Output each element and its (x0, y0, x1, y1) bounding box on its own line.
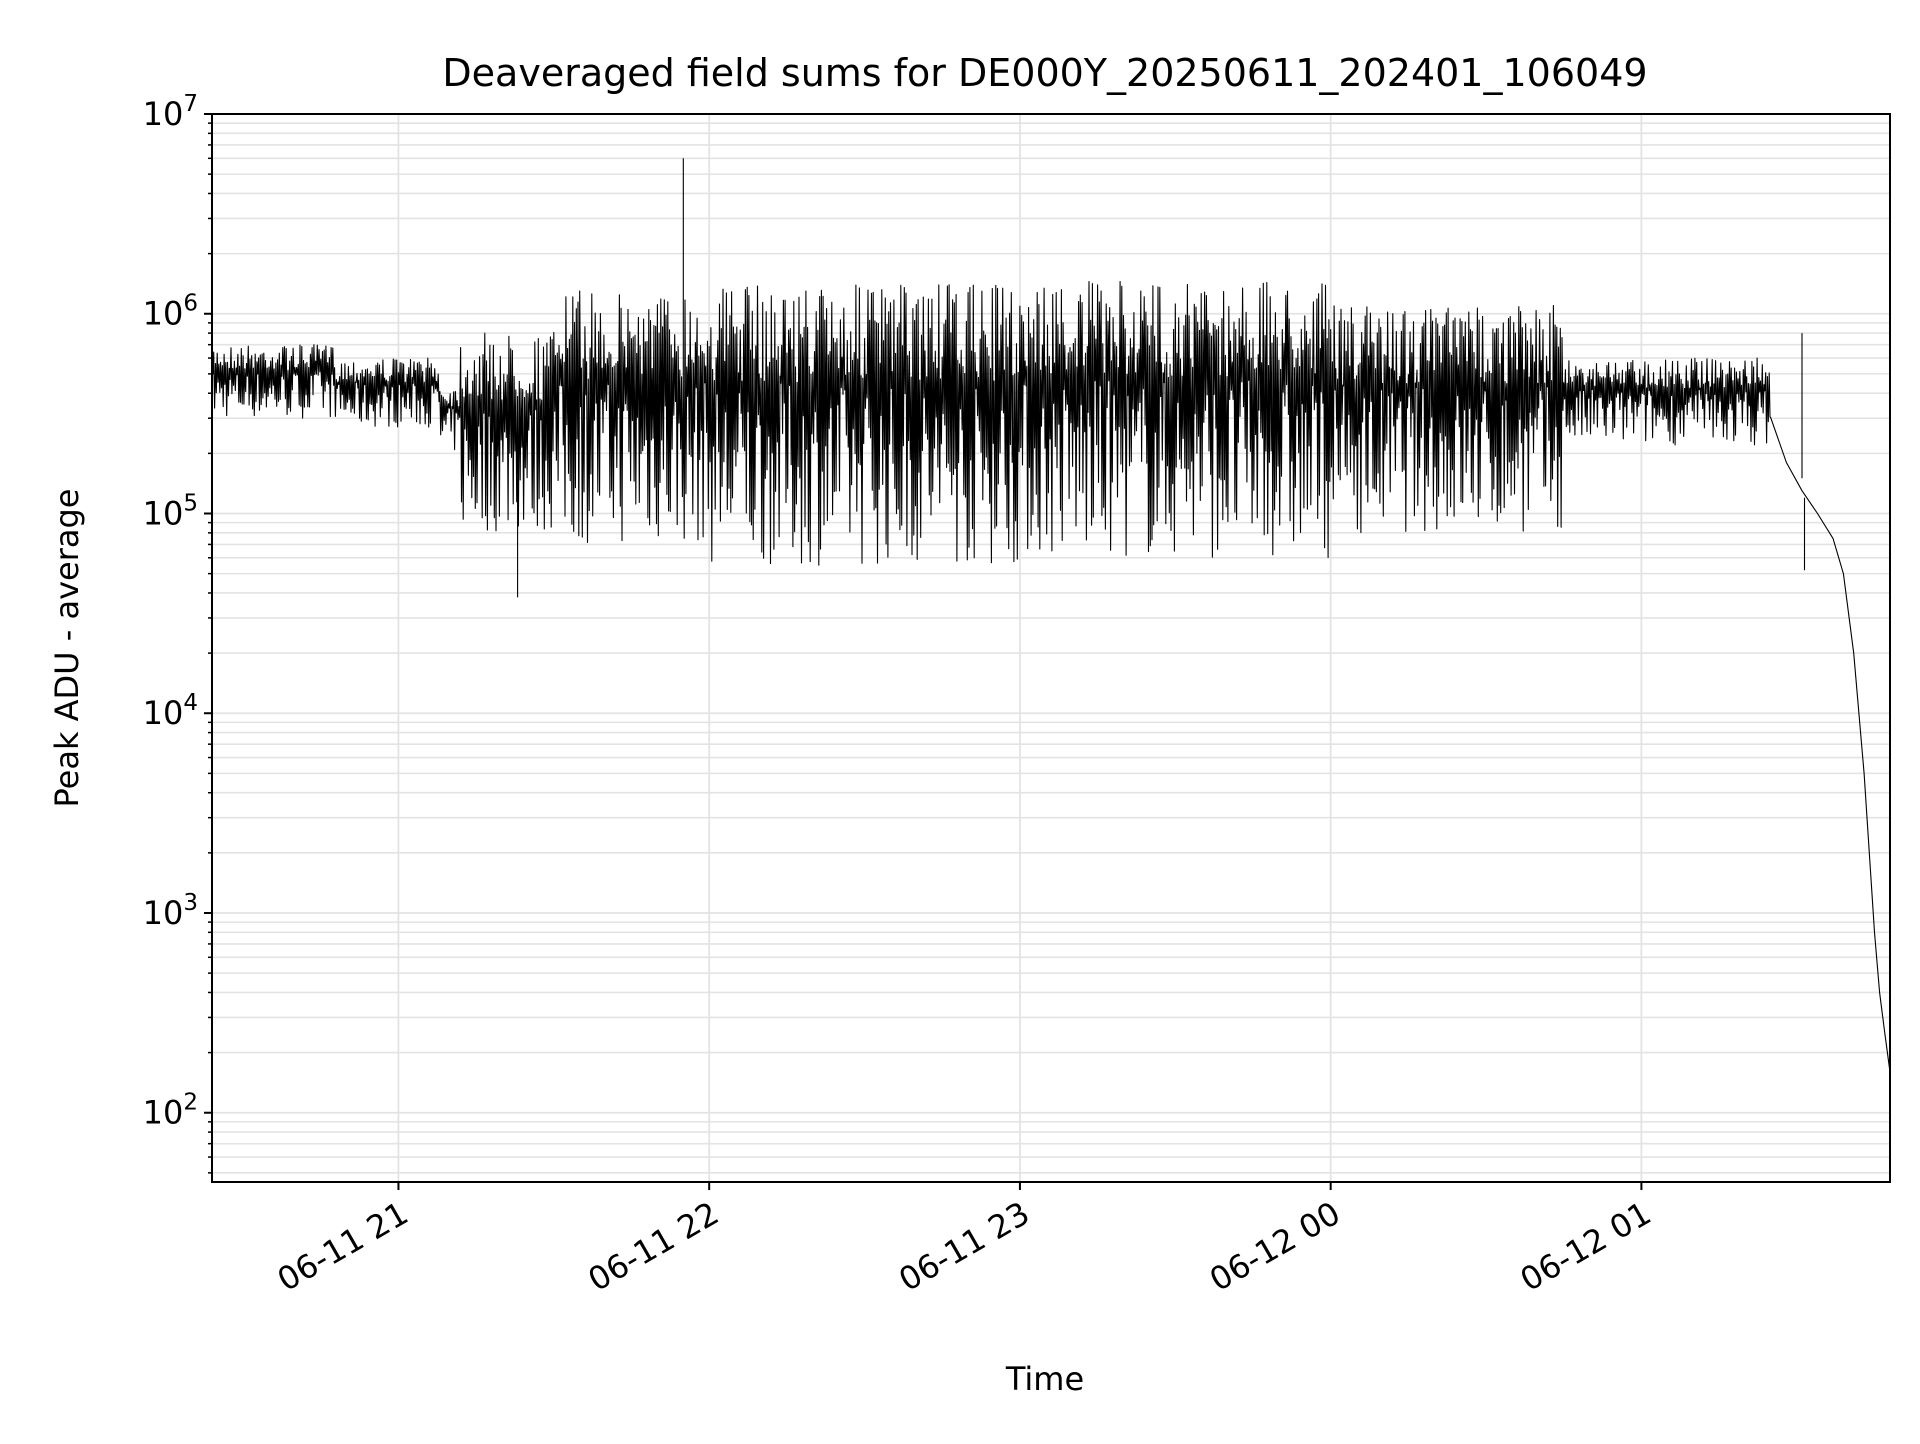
series-line (211, 158, 1891, 1073)
chart-title: Deaveraged field sums for DE000Y_2025061… (442, 51, 1647, 95)
grid (212, 113, 1890, 1182)
y-tick-label: 103 (143, 890, 198, 932)
y-axis-label: Peak ADU - average (48, 489, 86, 808)
y-tick-label: 106 (143, 291, 198, 333)
plot-frame (211, 113, 1891, 1183)
plot-data (211, 158, 1891, 1073)
y-tick-label: 104 (143, 690, 198, 732)
x-axis-label: Time (1005, 1360, 1084, 1398)
